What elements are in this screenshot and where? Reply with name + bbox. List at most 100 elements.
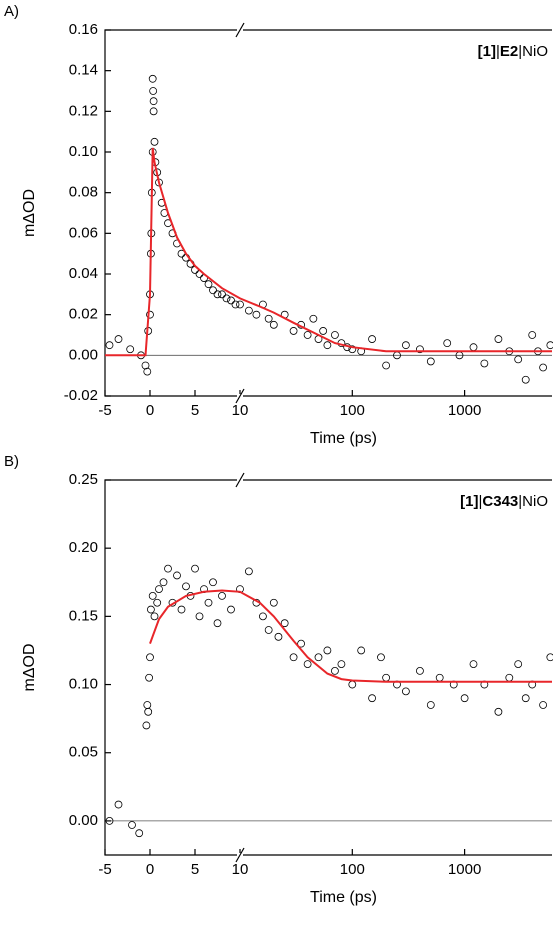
data-point <box>143 701 152 709</box>
annotation-part: |NiO <box>518 43 548 60</box>
data-point <box>144 707 153 716</box>
x-tick-label: 0 <box>146 402 154 419</box>
data-point <box>494 707 503 716</box>
data-point <box>331 667 339 675</box>
x-tick-label: 100 <box>340 402 365 419</box>
x-axis-label: Time (ps) <box>310 889 377 906</box>
data-point <box>209 286 217 295</box>
x-tick-label: 10 <box>232 402 249 419</box>
data-point <box>195 612 204 621</box>
data-point <box>164 564 172 573</box>
data-point <box>280 619 289 628</box>
data-point <box>218 290 226 299</box>
panel-label: A) <box>4 3 19 20</box>
data-point <box>319 327 328 335</box>
data-point <box>191 564 199 573</box>
y-tick-label: 0.20 <box>69 539 98 556</box>
data-point <box>289 653 298 662</box>
data-point <box>368 694 376 703</box>
data-point <box>213 619 222 628</box>
annotation-part: [1] <box>460 493 478 510</box>
data-point <box>143 367 152 376</box>
data-point <box>218 592 226 600</box>
data-point <box>269 320 278 329</box>
data-point <box>460 694 469 703</box>
data-point <box>443 339 452 348</box>
data-point <box>514 660 523 668</box>
x-tick-label: 1000 <box>448 402 481 419</box>
data-point <box>182 582 190 591</box>
data-point <box>244 567 253 576</box>
data-point <box>128 821 136 829</box>
x-tick-label: -5 <box>98 402 111 419</box>
data-point <box>521 694 530 703</box>
data-point <box>114 335 123 343</box>
data-point <box>148 592 157 600</box>
annotation: [1]|E2|NiO <box>478 43 548 60</box>
data-point <box>252 310 261 319</box>
data-point <box>105 817 114 825</box>
data-point <box>150 612 159 621</box>
data-point <box>382 673 391 682</box>
x-tick-label: 5 <box>191 861 199 878</box>
data-point <box>323 341 332 350</box>
data-point <box>401 687 410 696</box>
data-point <box>337 660 346 668</box>
y-tick-label: 0.25 <box>69 471 98 488</box>
data-point <box>222 294 231 303</box>
axis-frame <box>104 479 552 856</box>
y-tick-label: 0.14 <box>69 62 98 79</box>
data-point <box>309 314 318 323</box>
data-point <box>274 632 283 641</box>
x-tick-label: 100 <box>340 861 365 878</box>
data-point <box>204 280 213 289</box>
data-point <box>416 345 424 354</box>
data-point <box>227 296 235 305</box>
data-point <box>146 653 154 662</box>
data-point <box>505 673 514 682</box>
data-point <box>149 87 158 95</box>
data-point <box>382 361 391 370</box>
data-point <box>146 605 155 614</box>
data-point <box>521 375 530 384</box>
data-point <box>435 673 444 682</box>
data-point <box>149 107 158 116</box>
data-point <box>173 571 181 580</box>
annotation-part: | <box>479 493 483 510</box>
data-point <box>153 598 162 607</box>
annotation-part: E2 <box>500 43 518 60</box>
data-point <box>348 680 357 689</box>
x-axis-label: Time (ps) <box>310 430 377 447</box>
data-point <box>469 660 478 668</box>
data-point <box>546 341 553 350</box>
data-point <box>146 310 154 319</box>
annotation-part: [1] <box>478 43 496 60</box>
data-point <box>539 701 548 709</box>
data-point <box>236 300 244 309</box>
data-point <box>135 829 144 838</box>
panel-label: B) <box>4 453 19 470</box>
data-point <box>289 327 298 335</box>
data-point <box>141 361 150 370</box>
data-point <box>357 646 366 655</box>
data-point <box>297 639 306 648</box>
data-point <box>348 345 357 354</box>
data-point <box>149 97 158 106</box>
axis-break <box>235 472 245 488</box>
data-point <box>514 355 523 364</box>
annotation-part: | <box>496 43 500 60</box>
data-point <box>155 585 163 593</box>
fit-line <box>149 589 552 683</box>
y-tick-label: 0.10 <box>69 143 98 160</box>
data-point <box>303 660 312 668</box>
data-point <box>303 331 312 339</box>
x-tick-label: 10 <box>232 861 249 878</box>
data-point <box>150 137 159 146</box>
annotation: [1]|C343|NiO <box>460 493 548 510</box>
data-point <box>528 331 537 339</box>
y-axis-label: mΔOD <box>21 189 38 237</box>
data-point <box>539 363 548 372</box>
data-point <box>331 331 339 339</box>
